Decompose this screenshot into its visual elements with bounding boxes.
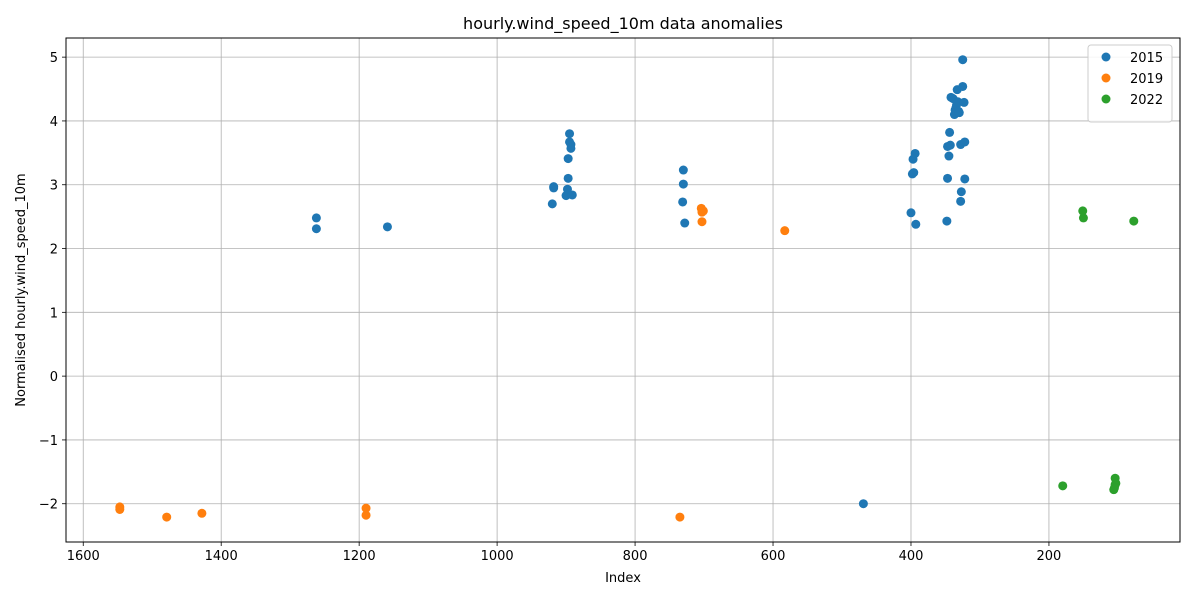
data-point-2022 bbox=[1109, 485, 1119, 495]
legend-marker-2015 bbox=[1101, 52, 1111, 62]
y-tick-label: 4 bbox=[50, 115, 58, 130]
x-tick-label: 800 bbox=[623, 549, 648, 564]
x-axis-label: Index bbox=[605, 571, 641, 586]
y-tick-label: −1 bbox=[39, 434, 58, 449]
data-point-2015 bbox=[910, 148, 920, 158]
data-point-2015 bbox=[945, 127, 955, 137]
x-tick-label: 400 bbox=[899, 549, 924, 564]
data-point-2015 bbox=[943, 173, 953, 183]
data-point-2015 bbox=[906, 208, 916, 218]
data-point-2019 bbox=[780, 226, 790, 236]
data-point-2015 bbox=[565, 129, 575, 139]
data-point-2015 bbox=[960, 137, 970, 147]
data-point-2015 bbox=[958, 81, 968, 91]
data-point-2015 bbox=[959, 97, 969, 107]
data-point-2015 bbox=[382, 222, 392, 232]
legend-label-2022: 2022 bbox=[1130, 93, 1163, 108]
legend-label-2015: 2015 bbox=[1130, 51, 1163, 66]
x-tick-label: 200 bbox=[1037, 549, 1062, 564]
data-point-2015 bbox=[549, 183, 559, 193]
data-point-2022 bbox=[1078, 213, 1088, 223]
data-points bbox=[115, 55, 1139, 522]
data-point-2015 bbox=[680, 218, 690, 228]
data-point-2015 bbox=[858, 499, 868, 509]
legend-label-2019: 2019 bbox=[1130, 72, 1163, 87]
data-point-2015 bbox=[942, 216, 952, 226]
y-axis-label: Normalised hourly.wind_speed_10m bbox=[14, 173, 29, 406]
data-point-2015 bbox=[311, 213, 321, 223]
y-tick-label: 5 bbox=[50, 51, 58, 66]
data-point-2022 bbox=[1078, 206, 1088, 216]
data-point-2015 bbox=[563, 173, 573, 183]
data-point-2015 bbox=[944, 151, 954, 161]
x-tick-label: 1200 bbox=[343, 549, 376, 564]
data-point-2015 bbox=[678, 179, 688, 189]
y-tick-label: 0 bbox=[50, 370, 58, 385]
x-tick-label: 1600 bbox=[67, 549, 100, 564]
data-point-2015 bbox=[911, 219, 921, 229]
x-tick-label: 1000 bbox=[481, 549, 514, 564]
data-point-2015 bbox=[958, 55, 968, 65]
data-point-2019 bbox=[115, 504, 125, 514]
y-tick-label: −2 bbox=[39, 498, 58, 513]
axis-ticks: 1600 1400 1200 1000 800 600 400 200 −2 −1 0 1 2 3 4 5 bbox=[39, 51, 1062, 564]
data-point-2019 bbox=[697, 217, 707, 227]
x-tick-label: 1400 bbox=[205, 549, 238, 564]
y-tick-label: 1 bbox=[50, 306, 58, 321]
data-point-2019 bbox=[675, 512, 685, 522]
legend-marker-2022 bbox=[1101, 94, 1111, 104]
x-tick-label: 600 bbox=[761, 549, 786, 564]
data-point-2015 bbox=[311, 224, 321, 234]
y-tick-label: 2 bbox=[50, 243, 58, 258]
data-point-2022 bbox=[1058, 481, 1068, 491]
data-point-2015 bbox=[960, 174, 970, 184]
data-point-2019 bbox=[162, 512, 172, 522]
grid-lines bbox=[66, 38, 1180, 542]
legend: 2015 2019 2022 bbox=[1087, 44, 1173, 123]
data-point-2015 bbox=[566, 143, 576, 153]
plot-frame bbox=[65, 37, 1181, 543]
chart-title: hourly.wind_speed_10m data anomalies bbox=[463, 14, 783, 34]
data-point-2015 bbox=[567, 190, 577, 200]
data-point-2015 bbox=[956, 187, 966, 197]
y-tick-label: 3 bbox=[50, 179, 58, 194]
data-point-2019 bbox=[361, 510, 371, 520]
data-point-2022 bbox=[1129, 216, 1139, 226]
legend-marker-2019 bbox=[1101, 73, 1111, 83]
data-point-2019 bbox=[197, 508, 207, 518]
data-point-2019 bbox=[361, 503, 371, 513]
data-point-2015 bbox=[954, 108, 964, 118]
data-point-2015 bbox=[678, 197, 688, 207]
data-point-2015 bbox=[547, 199, 557, 209]
data-point-2015 bbox=[945, 140, 955, 150]
data-point-2015 bbox=[678, 165, 688, 175]
data-point-2015 bbox=[563, 154, 573, 164]
data-point-2015 bbox=[956, 196, 966, 206]
data-point-2015 bbox=[909, 168, 919, 178]
data-point-2019 bbox=[698, 206, 708, 216]
legend-box bbox=[1087, 44, 1173, 123]
